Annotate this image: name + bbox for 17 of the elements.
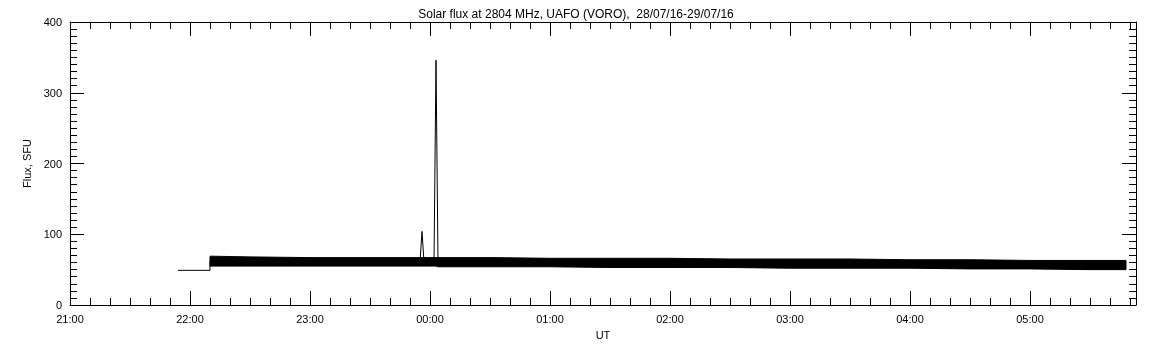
y-tick-label: 200 xyxy=(43,157,62,170)
x-tick-label: 02:00 xyxy=(656,312,684,325)
x-tick-label: 01:00 xyxy=(536,312,564,325)
x-axis-title: UT xyxy=(595,328,611,341)
y-tick-label: 300 xyxy=(43,86,62,99)
x-tick-label: 04:00 xyxy=(896,312,924,325)
x-tick-label: 05:00 xyxy=(1016,312,1044,325)
x-tick-label: 21:00 xyxy=(56,312,84,325)
x-tick-label: 03:00 xyxy=(776,312,804,325)
y-tick-label: 0 xyxy=(55,299,62,311)
y-axis-title: Flux, SFU xyxy=(21,139,34,188)
y-tick-label: 400 xyxy=(43,16,62,28)
x-tick-label: 00:00 xyxy=(416,312,444,325)
y-tick-label: 100 xyxy=(43,228,62,241)
chart-title: Solar flux at 2804 MHz, UAFO (VORO), 28/07/16-29/07/16 xyxy=(418,7,735,21)
x-tick-label: 23:00 xyxy=(296,312,324,325)
x-tick-label: 22:00 xyxy=(176,312,204,325)
